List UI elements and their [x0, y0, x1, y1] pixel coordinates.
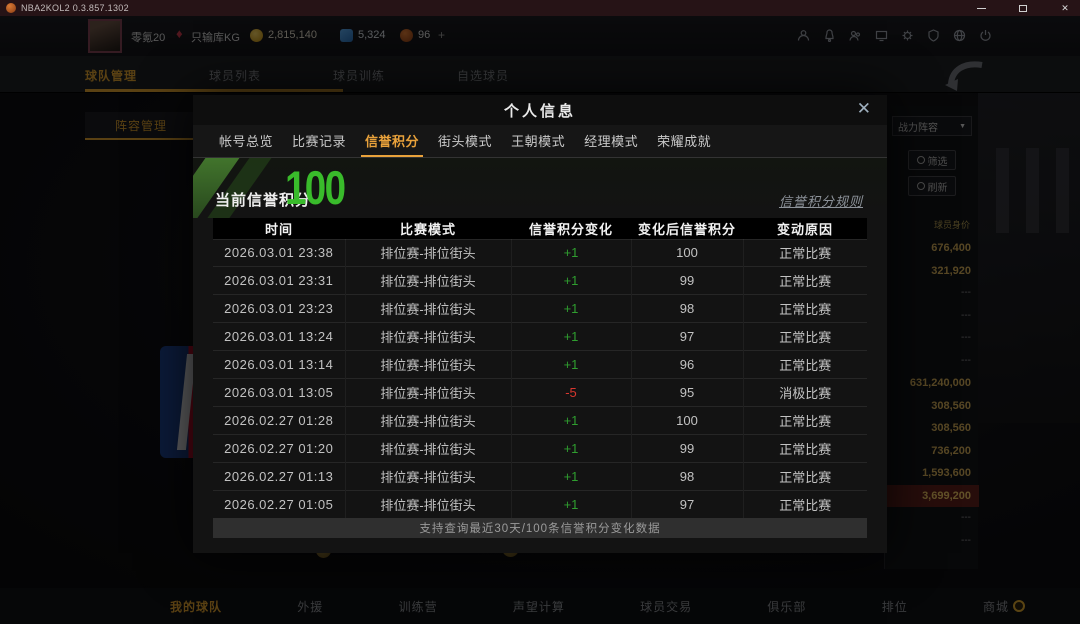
table-row: 2026.03.01 23:38 排位赛-排位街头 +1 100 正常比赛: [213, 238, 867, 267]
score-history-table: 时间 比赛模式 信誉积分变化 变化后信誉积分 变动原因 2026.03.01 23:38…: [213, 218, 867, 518]
modal-tab[interactable]: 王朝模式: [511, 133, 566, 149]
table-cell: 排位赛-排位街头: [345, 266, 512, 295]
table-row: 2026.02.27 01:28 排位赛-排位街头 +1 100 正常比赛: [213, 405, 867, 435]
table-cell: 2026.03.01 13:14: [213, 350, 346, 379]
table-cell: 消极比赛: [743, 377, 867, 407]
column-header: 变动原因: [743, 218, 867, 239]
table-cell: 98: [631, 461, 744, 491]
table-row: 2026.03.01 13:24 排位赛-排位街头 +1 97 正常比赛: [213, 322, 867, 351]
current-score-value: 100: [285, 161, 346, 214]
table-cell: 2026.03.01 13:24: [213, 322, 346, 351]
modal-tab[interactable]: 帐号总览: [219, 133, 274, 149]
maximize-button[interactable]: [1012, 1, 1034, 15]
table-header-row: 时间 比赛模式 信誉积分变化 变化后信誉积分 变动原因: [213, 218, 867, 239]
table-cell: 正常比赛: [743, 266, 867, 295]
table-cell: 2026.02.27 01:28: [213, 405, 346, 435]
table-cell: 2026.03.01 13:05: [213, 377, 346, 407]
table-cell: 正常比赛: [743, 405, 867, 435]
table-cell: 正常比赛: [743, 238, 867, 267]
window-titlebar: NBA2KOL2 0.3.857.1302 ✕: [0, 0, 1080, 16]
table-cell: 正常比赛: [743, 294, 867, 323]
table-cell: 排位赛-排位街头: [345, 433, 512, 463]
table-cell: 正常比赛: [743, 489, 867, 518]
table-cell: 排位赛-排位街头: [345, 322, 512, 351]
column-header: 比赛模式: [345, 218, 511, 239]
table-cell: +1: [511, 350, 632, 379]
modal-tab-bar: 帐号总览 比赛记录 信誉积分 街头模式 王朝模式 经理模式 荣耀成就: [193, 125, 887, 158]
window-close-button[interactable]: ✕: [1061, 2, 1069, 13]
table-row: 2026.02.27 01:13 排位赛-排位街头 +1 98 正常比赛: [213, 461, 867, 491]
table-cell: +1: [511, 405, 632, 435]
table-cell: 99: [631, 433, 744, 463]
table-cell: 2026.02.27 01:05: [213, 489, 346, 518]
table-cell: 2026.03.01 23:31: [213, 266, 346, 295]
table-cell: 正常比赛: [743, 350, 867, 379]
table-cell: +1: [511, 294, 632, 323]
table-cell: +1: [511, 322, 632, 351]
modal-tab[interactable]: 街头模式: [438, 133, 493, 149]
table-cell: 排位赛-排位街头: [345, 489, 512, 518]
table-cell: 排位赛-排位街头: [345, 238, 512, 267]
table-cell: 2026.02.27 01:13: [213, 461, 346, 491]
table-cell: +1: [511, 433, 632, 463]
modal-title: 个人信息: [503, 102, 576, 120]
modal-tab[interactable]: 比赛记录: [292, 133, 347, 149]
table-cell: +1: [511, 266, 632, 295]
table-row: 2026.03.01 13:05 排位赛-排位街头 -5 95 消极比赛: [213, 377, 867, 407]
score-rules-link[interactable]: 信誉积分规则: [778, 194, 863, 209]
table-cell: 2026.03.01 23:38: [213, 238, 346, 267]
window-title: NBA2KOL2 0.3.857.1302: [21, 3, 129, 13]
table-cell: 排位赛-排位街头: [345, 461, 512, 491]
query-limit-note: 支持查询最近30天/100条信誉积分变化数据: [213, 518, 867, 538]
modal-tab[interactable]: 信誉积分: [361, 125, 424, 157]
table-cell: 排位赛-排位街头: [345, 377, 512, 407]
personal-info-modal: 个人信息 ✕ 帐号总览 比赛记录 信誉积分 街头模式 王朝模式 经理模式 荣耀成就 当前信誉…: [193, 95, 887, 553]
table-cell: -5: [511, 377, 632, 407]
table-cell: 排位赛-排位街头: [345, 294, 512, 323]
table-row: 2026.02.27 01:20 排位赛-排位街头 +1 99 正常比赛: [213, 433, 867, 463]
table-cell: +1: [511, 461, 632, 491]
table-cell: 100: [631, 405, 744, 435]
close-icon[interactable]: ✕: [856, 99, 871, 118]
table-row: 2026.03.01 23:23 排位赛-排位街头 +1 98 正常比赛: [213, 294, 867, 323]
table-cell: 2026.03.01 23:23: [213, 294, 346, 323]
table-cell: 97: [631, 322, 744, 351]
table-row: 2026.02.27 01:05 排位赛-排位街头 +1 97 正常比赛: [213, 489, 867, 518]
modal-header: 个人信息 ✕: [193, 95, 887, 125]
table-row: 2026.03.01 23:31 排位赛-排位街头 +1 99 正常比赛: [213, 266, 867, 295]
table-cell: 100: [631, 238, 744, 267]
table-cell: 排位赛-排位街头: [345, 405, 512, 435]
table-cell: 正常比赛: [743, 433, 867, 463]
table-cell: 99: [631, 266, 744, 295]
table-cell: +1: [511, 238, 632, 267]
current-score-label: 当前信誉积分: [215, 192, 312, 209]
score-banner: 当前信誉积分 100 信誉积分规则: [193, 158, 887, 218]
table-cell: +1: [511, 489, 632, 518]
table-cell: 2026.02.27 01:20: [213, 433, 346, 463]
table-cell: 正常比赛: [743, 461, 867, 491]
modal-tab[interactable]: 经理模式: [584, 133, 639, 149]
table-cell: 96: [631, 350, 744, 379]
table-cell: 97: [631, 489, 744, 518]
column-header: 信誉积分变化: [511, 218, 631, 239]
table-cell: 98: [631, 294, 744, 323]
table-row: 2026.03.01 13:14 排位赛-排位街头 +1 96 正常比赛: [213, 350, 867, 379]
table-cell: 正常比赛: [743, 322, 867, 351]
table-cell: 95: [631, 377, 744, 407]
modal-tab[interactable]: 荣耀成就: [657, 133, 712, 149]
app-basketball-icon: [6, 3, 16, 13]
score-table-body: 2026.03.01 23:38 排位赛-排位街头 +1 100 正常比赛 2026.03…: [213, 238, 867, 518]
column-header: 时间: [213, 218, 345, 239]
table-cell: 排位赛-排位街头: [345, 350, 512, 379]
minimize-button[interactable]: [970, 1, 992, 15]
column-header: 变化后信誉积分: [631, 218, 743, 239]
